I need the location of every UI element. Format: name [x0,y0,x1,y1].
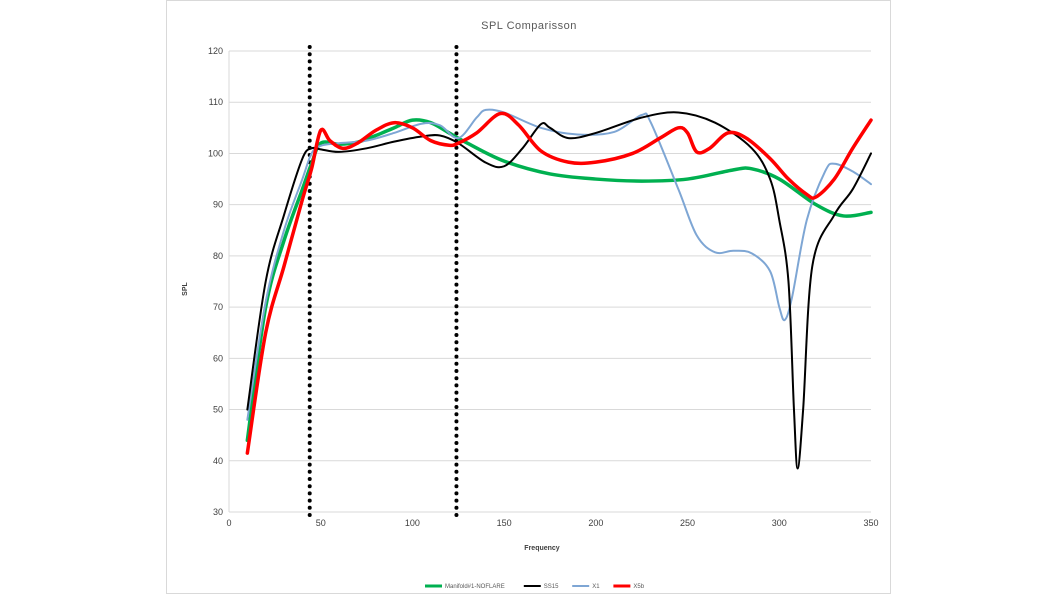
x-tick-label: 200 [588,518,603,528]
y-tick-label: 100 [208,148,223,158]
series-line-x5b [245,111,873,455]
y-tick-label: 50 [213,405,223,415]
x-tick-label: 50 [316,518,326,528]
x-tick-label: 100 [405,518,420,528]
vertical-markers [307,45,459,524]
y-axis-title: SPL [182,281,189,295]
series-lines [245,108,873,470]
chart-title: SPL Comparisson [481,20,577,32]
chart-canvas: 30 40 50 60 70 80 90 100 110 120 0 50 100 150 200 250 30… [182,20,879,590]
legend-label: X5b [633,584,644,590]
legend-label: X1 [592,584,600,590]
series-line-ss15 [246,111,872,470]
x-tick-label: 150 [497,518,512,528]
x-tick-label: 250 [680,518,695,528]
axes: 30 40 50 60 70 80 90 100 110 120 0 50 100 150 200 250 30… [208,46,879,528]
y-tick-label: 120 [208,46,223,56]
y-tick-label: 80 [213,251,223,261]
x-tick-label: 0 [226,518,231,528]
y-tick-label: 30 [213,507,223,517]
legend-label: SS15 [544,584,559,590]
gridlines [229,50,871,513]
y-tick-label: 60 [213,353,223,363]
series-line-x1 [246,108,872,421]
legend-label: Manifold#1-NOFLARE [445,584,505,590]
legend: Manifold#1-NOFLARE SS15 X1 X5b [425,584,645,590]
y-tick-label: 90 [213,200,223,210]
x-axis-title: Frequency [524,545,560,552]
x-tick-label: 350 [863,518,878,528]
y-tick-label: 70 [213,302,223,312]
y-tick-label: 40 [213,456,223,466]
chart-container: 30 40 50 60 70 80 90 100 110 120 0 50 100 150 200 250 30… [166,0,891,594]
x-tick-label: 300 [772,518,787,528]
y-tick-label: 110 [209,97,223,107]
